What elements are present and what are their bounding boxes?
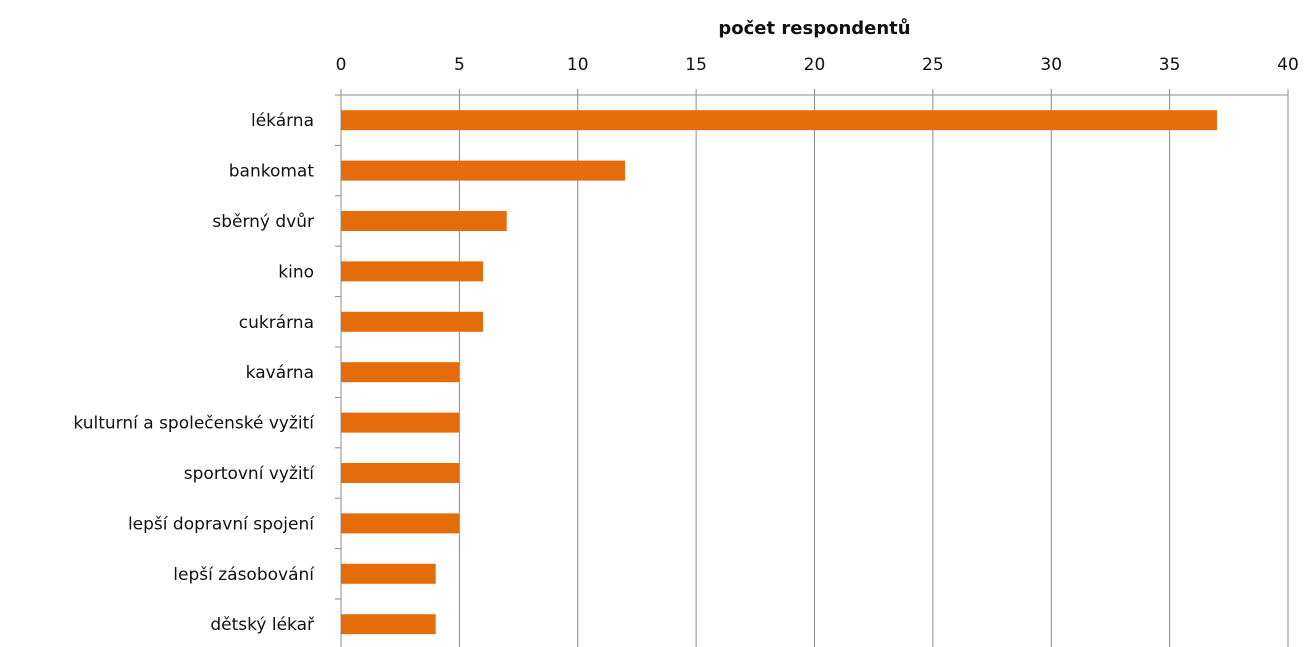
category-label: sběrný dvůr	[212, 212, 314, 232]
bar	[341, 614, 436, 635]
x-tick-label: 40	[1277, 55, 1299, 75]
y-axis-categories: lékárna bankomat sběrný dvůr kino cukrárna ka…	[73, 111, 315, 635]
bar	[341, 261, 484, 282]
bar	[341, 513, 460, 534]
x-tick-label: 0	[336, 55, 347, 75]
bar	[341, 160, 626, 181]
axes	[335, 94, 1288, 647]
category-label: lepší zásobování	[173, 565, 315, 585]
x-tick-label: 35	[1159, 55, 1181, 75]
x-tick-label: 15	[685, 55, 707, 75]
bar	[341, 412, 460, 433]
x-tick-label: 20	[804, 55, 826, 75]
category-label: kino	[278, 262, 314, 282]
bar	[341, 211, 507, 231]
gridlines	[458, 95, 1289, 647]
x-axis-title: počet respondentů	[718, 17, 910, 39]
x-tick-label: 30	[1040, 55, 1062, 75]
category-label: lepší dopravní spojení	[128, 514, 315, 534]
bars	[341, 110, 1217, 635]
x-tick-label: 10	[567, 55, 589, 75]
x-tick-label: 25	[922, 55, 944, 75]
bar	[341, 311, 484, 332]
x-axis-ticks: 0 5 10 15 20 25 30 35 40	[336, 55, 1299, 95]
category-label: kavárna	[246, 363, 314, 383]
bar	[341, 110, 1217, 131]
bar	[341, 463, 460, 483]
category-label: kulturní a společenské vyžití	[73, 414, 315, 434]
category-label: lékárna	[251, 111, 314, 131]
bar	[341, 362, 460, 383]
bar	[341, 563, 436, 584]
category-label: cukrárna	[239, 313, 314, 333]
category-label: sportovní vyžití	[184, 464, 315, 484]
category-label: bankomat	[229, 162, 315, 182]
category-label: dětský lékař	[210, 615, 315, 635]
x-tick-label: 5	[454, 55, 465, 75]
